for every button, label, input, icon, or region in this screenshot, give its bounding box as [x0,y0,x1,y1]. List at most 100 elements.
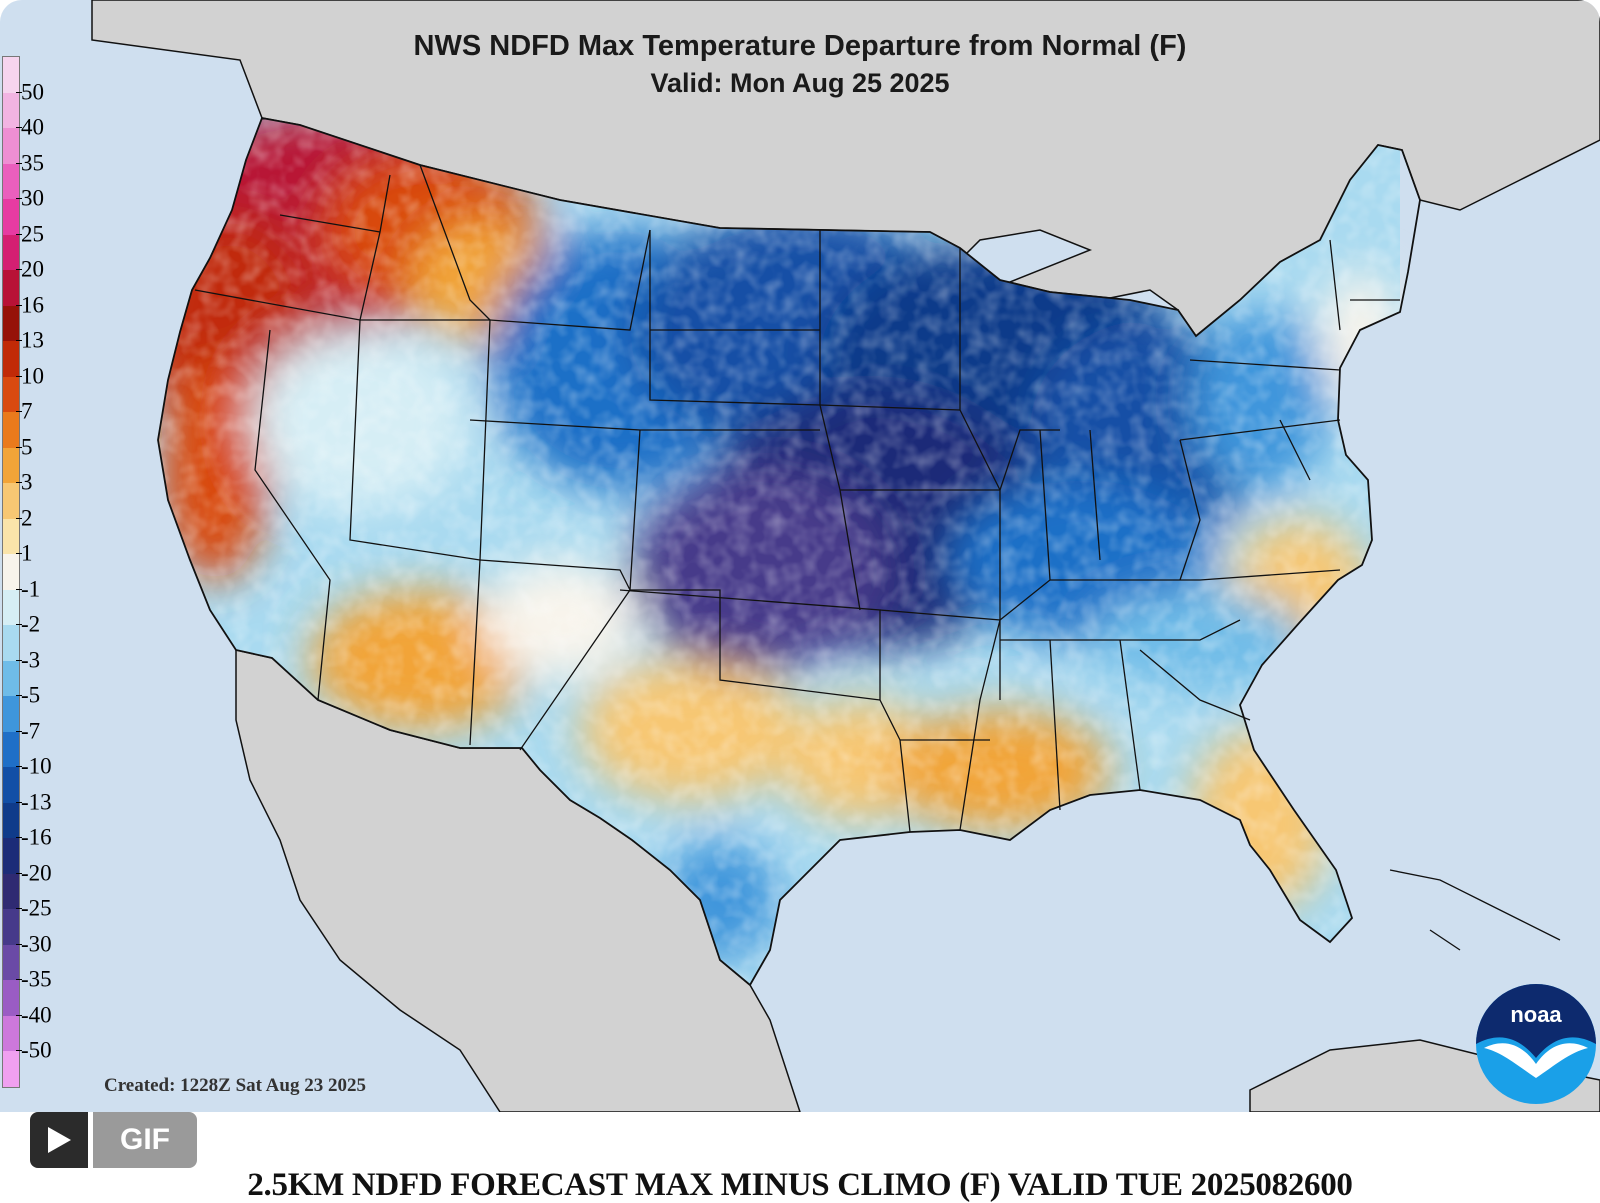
legend-color-segment [3,838,19,875]
noaa-logo-icon: noaa [1476,984,1596,1104]
legend-label: 25 [21,221,44,247]
legend-color-segment [3,980,19,1017]
legend-tick [16,908,22,910]
legend-tick [16,553,22,555]
legend-tick [16,624,22,626]
legend-tick [16,837,22,839]
legend-tick [16,943,22,945]
legend-color-segment [3,341,19,378]
legend-color-segment [3,412,19,449]
legend-tick [16,233,22,235]
legend-label: -20 [21,860,52,886]
forecast-map: 50 40 35 30 25 20 16 13 10 7 5 3 2 1 -1 -2 -3 -5 -7 -10 -13 -… [0,0,1600,1112]
legend-color-segment [3,625,19,662]
legend-label: 30 [21,185,44,211]
legend-color-segment [3,660,19,697]
legend-color-segment [3,589,19,626]
legend-label: -13 [21,789,52,815]
legend-color-segment [3,554,19,591]
legend-label: 40 [21,114,44,140]
created-timestamp: Created: 1228Z Sat Aug 23 2025 [104,1075,366,1096]
legend-color-segment [3,909,19,946]
legend-color-segment [3,767,19,804]
legend-label: -25 [21,895,52,921]
legend-tick [16,730,22,732]
legend-label: -1 [21,576,41,602]
legend-color-segment [3,944,19,981]
caribbean-islands [1389,869,1561,951]
legend-label: 16 [21,292,44,318]
color-legend: 50 40 35 30 25 20 16 13 10 7 5 3 2 1 -1 -2 -3 -5 -7 -10 -13 -… [0,56,92,1088]
legend-label: -30 [21,931,52,957]
legend-color-segment [3,305,19,342]
legend-tick [16,801,22,803]
legend-color-segment [3,92,19,129]
legend-color-segment [3,199,19,236]
legend-tick [16,482,22,484]
legend-color-segment [3,447,19,484]
legend-tick [16,162,22,164]
legend-tick [16,269,22,271]
legend-color-segment [3,1051,19,1088]
legend-label: -35 [21,966,52,992]
legend-color-segment [3,376,19,413]
image-caption: 2.5KM NDFD FORECAST MAX MINUS CLIMO (F) … [247,1167,1353,1203]
legend-label: 10 [21,363,44,389]
state-borders [157,116,1421,987]
legend-tick [16,198,22,200]
legend-label: 13 [21,327,44,353]
legend-label: -5 [21,682,41,708]
legend-label: -16 [21,824,52,850]
legend-color-segment [3,57,19,94]
map-valid-date: Valid: Mon Aug 25 2025 [650,68,950,98]
legend-tick [16,127,22,129]
legend-label: 7 [21,398,33,424]
legend-tick [16,1050,22,1052]
legend-tick [16,1014,22,1016]
legend-tick [16,91,22,93]
legend-tick [16,872,22,874]
legend-color-segment [3,270,19,307]
legend-tick [16,588,22,590]
temperature-departure-map [91,0,1600,1112]
legend-label: -40 [21,1002,52,1028]
legend-label: 20 [21,256,44,282]
legend-tick [16,517,22,519]
legend-label: -10 [21,753,52,779]
legend-tick [16,375,22,377]
legend-color-segment [3,483,19,520]
legend-color-segment [3,163,19,200]
map-title: NWS NDFD Max Temperature Departure from … [413,30,1187,62]
legend-color-segment [3,696,19,733]
legend-color-segment [3,1015,19,1052]
legend-label: 2 [21,505,33,531]
legend-tick [16,766,22,768]
legend-tick [16,446,22,448]
play-button[interactable] [30,1112,88,1168]
legend-label: -7 [21,718,41,744]
legend-color-segment [3,234,19,271]
legend-color-segment [3,802,19,839]
legend-color-segment [3,731,19,768]
legend-label: -3 [21,647,41,673]
legend-label: -2 [21,611,41,637]
gif-badge: GIF [93,1112,197,1168]
legend-label: 5 [21,434,33,460]
legend-tick [16,979,22,981]
legend-tick [16,411,22,413]
legend-label: 1 [21,540,33,566]
legend-color-bar [2,56,20,1088]
legend-label: 35 [21,150,44,176]
legend-color-segment [3,128,19,165]
legend-color-segment [3,518,19,555]
play-icon [48,1127,71,1153]
legend-label: -50 [21,1037,52,1063]
legend-tick [16,659,22,661]
svg-text:noaa: noaa [1510,1002,1562,1027]
legend-label: 3 [21,469,33,495]
legend-tick [16,340,22,342]
legend-tick [16,695,22,697]
legend-label: 50 [21,79,44,105]
legend-tick [16,304,22,306]
